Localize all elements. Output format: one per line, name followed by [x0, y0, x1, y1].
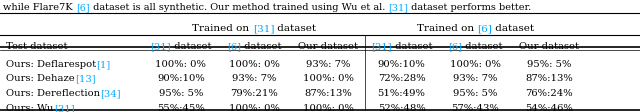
Text: while Flare7K: while Flare7K	[3, 3, 76, 12]
Text: Ours: Dehaze: Ours: Dehaze	[6, 74, 75, 83]
Text: 87%:13%: 87%:13%	[525, 74, 573, 83]
Text: [1]: [1]	[97, 59, 111, 68]
Text: 57%:43%: 57%:43%	[451, 103, 499, 112]
Text: dataset is all synthetic. Our method trained using Wu et al.: dataset is all synthetic. Our method tra…	[90, 3, 388, 12]
Text: 100%: 0%: 100%: 0%	[229, 59, 280, 68]
Text: Our dataset: Our dataset	[519, 42, 579, 51]
Text: 79%:21%: 79%:21%	[230, 88, 278, 97]
Text: 95%: 5%: 95%: 5%	[453, 88, 497, 97]
Text: Ours: Dereflection: Ours: Dereflection	[6, 88, 100, 97]
Text: 90%:10%: 90%:10%	[378, 59, 426, 68]
Text: [31]: [31]	[388, 3, 408, 12]
Text: dataset performs better.: dataset performs better.	[408, 3, 531, 12]
Text: 52%:48%: 52%:48%	[378, 103, 426, 112]
Text: 72%:28%: 72%:28%	[378, 74, 426, 83]
Text: Trained on: Trained on	[417, 24, 477, 33]
Text: [31]: [31]	[371, 42, 392, 51]
Text: Test dataset: Test dataset	[6, 42, 68, 51]
Text: Our dataset: Our dataset	[298, 42, 358, 51]
Text: Trained on: Trained on	[193, 24, 253, 33]
Text: 100%: 0%: 100%: 0%	[156, 59, 206, 68]
Text: [6]: [6]	[448, 42, 462, 51]
Text: Ours: Wu: Ours: Wu	[6, 103, 54, 112]
Text: 100%: 0%: 100%: 0%	[303, 74, 353, 83]
Text: 93%: 7%: 93%: 7%	[306, 59, 350, 68]
Text: [31]: [31]	[54, 103, 74, 112]
Text: [31]: [31]	[253, 24, 275, 33]
Text: [13]: [13]	[75, 74, 96, 83]
Text: dataset: dataset	[241, 42, 282, 51]
Text: 76%:24%: 76%:24%	[525, 88, 573, 97]
Text: dataset: dataset	[492, 24, 534, 33]
Text: 87%:13%: 87%:13%	[304, 88, 352, 97]
Text: 51%:49%: 51%:49%	[378, 88, 426, 97]
Text: [31]: [31]	[150, 42, 171, 51]
Text: Ours: Deflarespot: Ours: Deflarespot	[6, 59, 97, 68]
Text: dataset: dataset	[171, 42, 211, 51]
Text: 100%: 0%: 100%: 0%	[450, 59, 500, 68]
Text: 54%:46%: 54%:46%	[525, 103, 573, 112]
Text: 100%: 0%: 100%: 0%	[303, 103, 353, 112]
Text: 93%: 7%: 93%: 7%	[232, 74, 276, 83]
Text: 93%: 7%: 93%: 7%	[453, 74, 497, 83]
Text: [34]: [34]	[100, 88, 121, 97]
Text: dataset: dataset	[462, 42, 502, 51]
Text: 55%:45%: 55%:45%	[157, 103, 205, 112]
Text: dataset: dataset	[392, 42, 432, 51]
Text: [6]: [6]	[76, 3, 90, 12]
Text: dataset: dataset	[275, 24, 316, 33]
Text: 90%:10%: 90%:10%	[157, 74, 205, 83]
Text: 100%: 0%: 100%: 0%	[229, 103, 280, 112]
Text: [6]: [6]	[477, 24, 492, 33]
Text: 95%: 5%: 95%: 5%	[159, 88, 203, 97]
Text: 95%: 5%: 95%: 5%	[527, 59, 571, 68]
Text: [6]: [6]	[227, 42, 241, 51]
